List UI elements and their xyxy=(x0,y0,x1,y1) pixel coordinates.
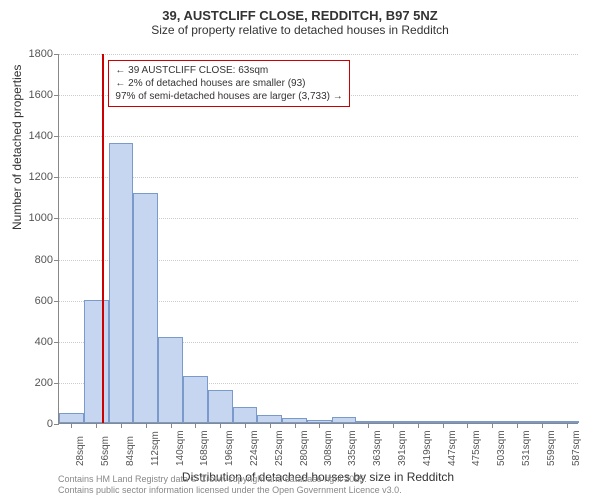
y-tick-label: 1000 xyxy=(15,212,53,224)
x-tick xyxy=(220,423,221,428)
annotation-line: ← 39 AUSTCLIFF CLOSE: 63sqm xyxy=(115,64,342,77)
x-tick-label: 252sqm xyxy=(274,430,285,466)
y-tick-label: 1800 xyxy=(15,48,53,60)
x-tick xyxy=(418,423,419,428)
x-tick xyxy=(146,423,147,428)
x-tick xyxy=(368,423,369,428)
histogram-bar xyxy=(109,143,134,423)
histogram-bar xyxy=(133,193,158,423)
x-tick xyxy=(96,423,97,428)
x-tick-label: 168sqm xyxy=(199,430,210,466)
x-tick xyxy=(343,423,344,428)
y-tick xyxy=(54,260,59,261)
chart-container: 39, AUSTCLIFF CLOSE, REDDITCH, B97 5NZ S… xyxy=(0,0,600,500)
x-tick-label: 447sqm xyxy=(447,430,458,466)
histogram-bar xyxy=(84,300,109,423)
marker-line xyxy=(102,54,104,423)
x-tick-label: 475sqm xyxy=(471,430,482,466)
x-tick-label: 112sqm xyxy=(150,431,161,466)
chart-area: 020040060080010001200140016001800← 39 AU… xyxy=(58,54,578,424)
annotation-box: ← 39 AUSTCLIFF CLOSE: 63sqm← 2% of detac… xyxy=(108,60,349,107)
x-tick xyxy=(542,423,543,428)
histogram-bar xyxy=(257,415,282,423)
y-tick-label: 400 xyxy=(15,336,53,348)
y-tick-label: 800 xyxy=(15,254,53,266)
x-tick xyxy=(443,423,444,428)
x-tick-label: 391sqm xyxy=(397,430,408,466)
y-tick xyxy=(54,136,59,137)
x-tick-label: 84sqm xyxy=(125,436,136,466)
x-tick xyxy=(71,423,72,428)
y-tick-label: 0 xyxy=(15,418,53,430)
histogram-bar xyxy=(158,337,183,423)
title-line1: 39, AUSTCLIFF CLOSE, REDDITCH, B97 5NZ xyxy=(0,8,600,23)
annotation-line: 97% of semi-detached houses are larger (… xyxy=(115,90,342,103)
y-tick xyxy=(54,177,59,178)
y-tick xyxy=(54,383,59,384)
x-tick-label: 140sqm xyxy=(175,430,186,466)
title-line2: Size of property relative to detached ho… xyxy=(0,23,600,37)
y-tick-label: 1600 xyxy=(15,89,53,101)
x-tick-label: 531sqm xyxy=(521,430,532,466)
x-tick-label: 56sqm xyxy=(100,436,111,466)
x-tick xyxy=(171,423,172,428)
x-tick-label: 224sqm xyxy=(249,430,260,466)
y-tick xyxy=(54,95,59,96)
x-tick xyxy=(121,423,122,428)
x-tick-label: 335sqm xyxy=(347,430,358,466)
x-tick-label: 196sqm xyxy=(224,430,235,466)
annotation-line: ← 2% of detached houses are smaller (93) xyxy=(115,77,342,90)
y-tick-label: 600 xyxy=(15,295,53,307)
chart-title-block: 39, AUSTCLIFF CLOSE, REDDITCH, B97 5NZ S… xyxy=(0,0,600,37)
footer-line2: Contains public sector information licen… xyxy=(58,485,402,496)
y-tick xyxy=(54,301,59,302)
y-tick-label: 1400 xyxy=(15,130,53,142)
x-tick xyxy=(517,423,518,428)
x-tick-label: 308sqm xyxy=(323,430,334,466)
y-tick-label: 200 xyxy=(15,377,53,389)
y-tick xyxy=(54,54,59,55)
plot-area: 020040060080010001200140016001800← 39 AU… xyxy=(58,54,578,424)
x-tick xyxy=(295,423,296,428)
x-tick-label: 503sqm xyxy=(496,430,507,466)
y-tick xyxy=(54,342,59,343)
histogram-bar xyxy=(59,413,84,423)
histogram-bar xyxy=(233,407,258,423)
x-tick xyxy=(195,423,196,428)
histogram-bar xyxy=(208,390,233,423)
footer-attribution: Contains HM Land Registry data © Crown c… xyxy=(58,474,402,496)
x-tick xyxy=(393,423,394,428)
histogram-bar xyxy=(183,376,208,423)
x-tick-label: 363sqm xyxy=(372,430,383,466)
footer-line1: Contains HM Land Registry data © Crown c… xyxy=(58,474,402,485)
y-tick xyxy=(54,218,59,219)
x-tick-label: 280sqm xyxy=(299,430,310,466)
gridline xyxy=(59,177,578,178)
x-tick xyxy=(492,423,493,428)
x-tick-label: 587sqm xyxy=(571,430,582,466)
x-tick xyxy=(567,423,568,428)
x-tick xyxy=(245,423,246,428)
gridline xyxy=(59,54,578,55)
x-tick-label: 419sqm xyxy=(422,430,433,466)
x-tick xyxy=(319,423,320,428)
x-tick-label: 28sqm xyxy=(75,436,86,466)
x-tick-label: 559sqm xyxy=(546,430,557,466)
y-tick xyxy=(54,424,59,425)
y-tick-label: 1200 xyxy=(15,171,53,183)
x-tick xyxy=(270,423,271,428)
gridline xyxy=(59,136,578,137)
x-tick xyxy=(467,423,468,428)
